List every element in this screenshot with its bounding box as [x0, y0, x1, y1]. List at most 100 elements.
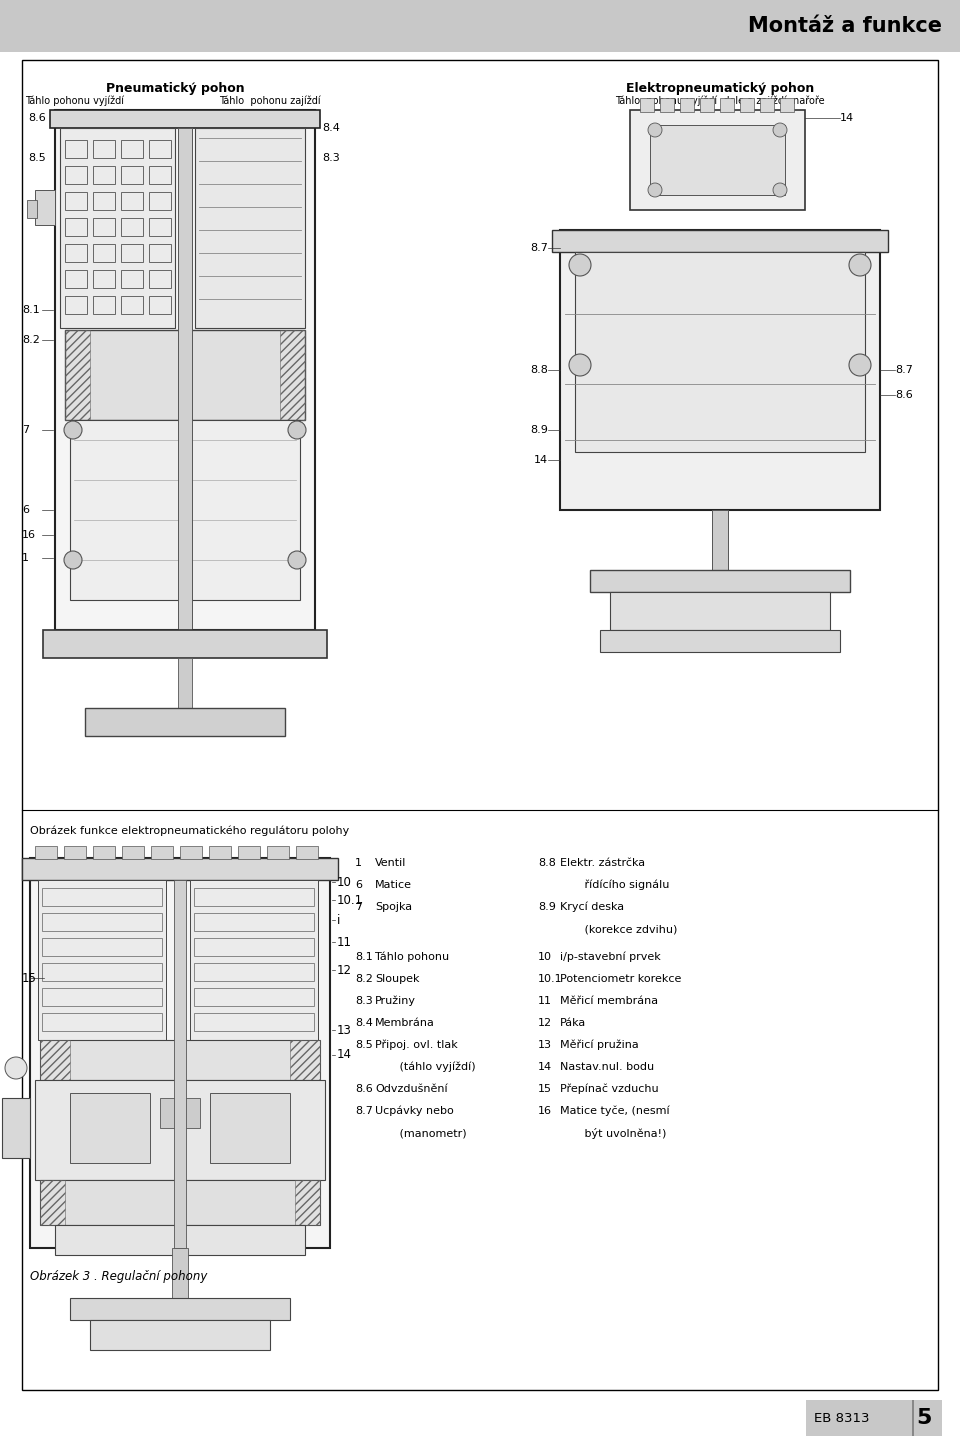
- Text: Sloupek: Sloupek: [375, 974, 420, 984]
- Bar: [560, 230, 880, 510]
- Circle shape: [288, 551, 306, 569]
- Text: Obrázek funkce elektropneumatického regulátoru polohy: Obrázek funkce elektropneumatického regu…: [30, 825, 349, 835]
- Bar: [43, 630, 327, 657]
- Text: Ucpávky nebo: Ucpávky nebo: [375, 1105, 454, 1117]
- Text: Odvzdušnění: Odvzdušnění: [375, 1084, 447, 1094]
- Bar: [121, 166, 143, 184]
- Bar: [90, 1319, 270, 1350]
- Bar: [93, 244, 115, 262]
- Text: 8.4: 8.4: [322, 123, 340, 133]
- Bar: [55, 110, 315, 630]
- Bar: [194, 962, 314, 981]
- Bar: [65, 329, 305, 420]
- Bar: [40, 1181, 65, 1225]
- Bar: [178, 657, 192, 708]
- Text: 8.5: 8.5: [355, 1040, 372, 1051]
- Text: 13: 13: [337, 1023, 352, 1036]
- Text: Měřicí membrána: Měřicí membrána: [560, 996, 659, 1006]
- Bar: [660, 98, 674, 113]
- Bar: [209, 845, 231, 858]
- Text: Elektr. zástrčka: Elektr. zástrčka: [560, 858, 645, 868]
- Bar: [552, 230, 888, 251]
- Bar: [0, 0, 960, 52]
- Bar: [42, 1013, 162, 1030]
- Bar: [610, 592, 830, 630]
- Text: (táhlo vyjíždí): (táhlo vyjíždí): [375, 1062, 475, 1072]
- Text: 12: 12: [337, 964, 352, 977]
- Text: 5: 5: [917, 1407, 932, 1428]
- Bar: [210, 1092, 290, 1163]
- Text: Táhlo  pohonu vyjíždí  dole a zajíždí  nařoře: Táhlo pohonu vyjíždí dole a zajíždí nařo…: [615, 95, 825, 105]
- Bar: [2, 1098, 30, 1157]
- Bar: [149, 270, 171, 288]
- Bar: [65, 192, 87, 210]
- Circle shape: [64, 551, 82, 569]
- Text: 7: 7: [22, 425, 29, 435]
- Circle shape: [569, 254, 591, 276]
- Bar: [42, 889, 162, 906]
- Bar: [720, 98, 734, 113]
- Text: 12: 12: [538, 1017, 552, 1027]
- Bar: [30, 858, 330, 1248]
- Bar: [700, 98, 714, 113]
- Bar: [93, 166, 115, 184]
- Bar: [712, 510, 728, 569]
- Text: být uvolněna!): být uvolněna!): [560, 1129, 666, 1139]
- Text: 8.8: 8.8: [538, 858, 556, 868]
- Text: Páka: Páka: [560, 1017, 587, 1027]
- Circle shape: [773, 184, 787, 197]
- Bar: [35, 845, 57, 858]
- Text: 8.1: 8.1: [22, 305, 39, 315]
- Bar: [149, 192, 171, 210]
- Text: Pružiny: Pružiny: [375, 996, 416, 1007]
- Bar: [180, 845, 202, 858]
- Bar: [575, 251, 865, 452]
- Bar: [640, 98, 654, 113]
- Bar: [60, 129, 175, 328]
- Bar: [190, 880, 318, 1040]
- Text: 8.9: 8.9: [530, 425, 548, 435]
- Bar: [174, 880, 186, 1248]
- Bar: [38, 880, 166, 1040]
- Bar: [121, 218, 143, 236]
- Text: 7: 7: [355, 902, 362, 912]
- Text: Montáž a funkce: Montáž a funkce: [748, 16, 942, 36]
- Text: 6: 6: [22, 504, 29, 514]
- Bar: [93, 140, 115, 158]
- Circle shape: [648, 123, 662, 137]
- Text: Potenciometr korekce: Potenciometr korekce: [560, 974, 682, 984]
- Text: 8.6: 8.6: [895, 390, 913, 400]
- Bar: [65, 296, 87, 314]
- Bar: [194, 938, 314, 957]
- Bar: [70, 420, 300, 600]
- Bar: [172, 1248, 188, 1298]
- Text: Táhlo pohonu vyjíždí: Táhlo pohonu vyjíždí: [26, 95, 125, 105]
- Bar: [178, 129, 192, 630]
- Text: 14: 14: [337, 1049, 352, 1062]
- Bar: [121, 270, 143, 288]
- Bar: [194, 1013, 314, 1030]
- Text: 13: 13: [538, 1040, 552, 1051]
- Text: Měřicí pružina: Měřicí pružina: [560, 1040, 638, 1051]
- Bar: [42, 938, 162, 957]
- Text: Ventil: Ventil: [375, 858, 406, 868]
- Bar: [194, 988, 314, 1006]
- Bar: [93, 845, 115, 858]
- Text: 15: 15: [22, 971, 36, 984]
- Text: 14: 14: [840, 113, 854, 123]
- Text: 1: 1: [22, 553, 29, 564]
- Bar: [295, 1181, 320, 1225]
- Bar: [149, 140, 171, 158]
- Bar: [55, 1225, 305, 1256]
- Text: Matice: Matice: [375, 880, 412, 890]
- Text: (korekce zdvihu): (korekce zdvihu): [560, 923, 678, 933]
- Text: 16: 16: [538, 1105, 552, 1116]
- Text: 11: 11: [337, 935, 352, 948]
- Bar: [600, 630, 840, 652]
- Text: řídícího signálu: řídícího signálu: [560, 880, 669, 890]
- Bar: [40, 1181, 320, 1225]
- Text: Elektropneumatický pohon: Elektropneumatický pohon: [626, 82, 814, 95]
- Bar: [290, 1040, 320, 1079]
- Bar: [40, 1040, 320, 1079]
- Bar: [65, 140, 87, 158]
